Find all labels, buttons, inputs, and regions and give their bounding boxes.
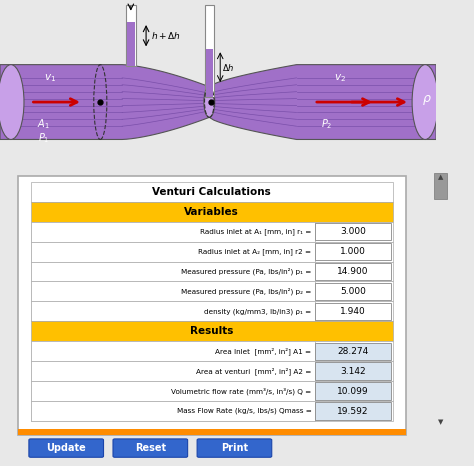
FancyBboxPatch shape — [31, 281, 315, 302]
FancyBboxPatch shape — [18, 429, 406, 435]
Text: Measured pressure (Pa, lbs/in²) p₁ =: Measured pressure (Pa, lbs/in²) p₁ = — [181, 268, 311, 275]
FancyBboxPatch shape — [204, 5, 214, 97]
Text: Radius inlet at A₁ [mm, in] r₁ =: Radius inlet at A₁ [mm, in] r₁ = — [200, 228, 311, 235]
FancyBboxPatch shape — [31, 241, 393, 261]
Text: $A_1$: $A_1$ — [37, 117, 50, 131]
Text: Area at venturi  [mm², in²] A2 =: Area at venturi [mm², in²] A2 = — [196, 367, 311, 375]
FancyBboxPatch shape — [315, 223, 391, 240]
FancyBboxPatch shape — [31, 381, 315, 401]
FancyBboxPatch shape — [31, 241, 315, 261]
Text: Variables: Variables — [184, 206, 239, 217]
FancyBboxPatch shape — [315, 263, 391, 281]
Text: Print: Print — [221, 443, 248, 453]
FancyBboxPatch shape — [315, 402, 391, 420]
Text: Volumetric flow rate (mm³/s, in³/s) Q =: Volumetric flow rate (mm³/s, in³/s) Q = — [171, 387, 311, 395]
FancyBboxPatch shape — [31, 322, 393, 341]
FancyBboxPatch shape — [31, 281, 393, 302]
FancyBboxPatch shape — [31, 341, 315, 361]
FancyBboxPatch shape — [315, 383, 391, 400]
FancyBboxPatch shape — [31, 222, 315, 241]
Text: $P_1$: $P_1$ — [38, 131, 49, 145]
Text: 3.000: 3.000 — [340, 227, 366, 236]
Text: 3.142: 3.142 — [340, 367, 366, 376]
Text: density (kg/mm3, lb/in3) ρ₁ =: density (kg/mm3, lb/in3) ρ₁ = — [204, 308, 311, 315]
FancyBboxPatch shape — [31, 361, 393, 381]
Text: $v_1$: $v_1$ — [44, 72, 56, 84]
Text: Measured pressure (Pa, lbs/in²) p₂ =: Measured pressure (Pa, lbs/in²) p₂ = — [181, 288, 311, 295]
FancyBboxPatch shape — [31, 302, 393, 322]
FancyBboxPatch shape — [31, 261, 315, 281]
FancyBboxPatch shape — [31, 381, 393, 401]
Text: 1.000: 1.000 — [340, 247, 366, 256]
Text: $h + \Delta h$: $h + \Delta h$ — [151, 30, 182, 41]
FancyBboxPatch shape — [315, 343, 391, 360]
Text: Mass Flow Rate (kg/s, lbs/s) Qmass =: Mass Flow Rate (kg/s, lbs/s) Qmass = — [177, 408, 311, 414]
FancyBboxPatch shape — [315, 363, 391, 380]
Text: ▲: ▲ — [438, 174, 444, 180]
Text: $\rho$: $\rho$ — [421, 93, 431, 107]
FancyBboxPatch shape — [31, 361, 315, 381]
FancyBboxPatch shape — [315, 302, 391, 320]
Text: 5.000: 5.000 — [340, 287, 366, 296]
Text: 28.274: 28.274 — [337, 347, 369, 356]
Text: Area Inlet  [mm², in²] A1 =: Area Inlet [mm², in²] A1 = — [216, 348, 311, 355]
Text: 10.099: 10.099 — [337, 387, 369, 396]
Text: $v_2$: $v_2$ — [334, 72, 346, 84]
Ellipse shape — [0, 65, 24, 139]
FancyBboxPatch shape — [31, 182, 393, 202]
FancyBboxPatch shape — [31, 401, 393, 421]
Text: Radius inlet at A₂ [mm, in] r2 =: Radius inlet at A₂ [mm, in] r2 = — [199, 248, 311, 255]
Text: Results: Results — [190, 326, 234, 336]
FancyBboxPatch shape — [31, 341, 393, 361]
Ellipse shape — [204, 87, 215, 117]
FancyBboxPatch shape — [197, 439, 272, 457]
FancyBboxPatch shape — [315, 243, 391, 260]
FancyBboxPatch shape — [31, 202, 393, 222]
FancyBboxPatch shape — [31, 261, 393, 281]
FancyBboxPatch shape — [31, 302, 315, 322]
Text: 19.592: 19.592 — [337, 407, 369, 416]
Polygon shape — [0, 65, 436, 139]
FancyBboxPatch shape — [434, 173, 447, 199]
FancyBboxPatch shape — [126, 5, 136, 66]
FancyBboxPatch shape — [29, 439, 103, 457]
Text: Update: Update — [46, 443, 86, 453]
FancyBboxPatch shape — [31, 401, 315, 421]
FancyBboxPatch shape — [113, 439, 188, 457]
FancyBboxPatch shape — [18, 176, 406, 435]
Ellipse shape — [412, 65, 438, 139]
Text: Venturi Calculations: Venturi Calculations — [153, 187, 271, 197]
FancyBboxPatch shape — [127, 22, 135, 66]
Text: $P_2$: $P_2$ — [321, 117, 333, 131]
Text: Reset: Reset — [135, 443, 166, 453]
Text: $\Delta h$: $\Delta h$ — [222, 62, 235, 73]
Text: 1.940: 1.940 — [340, 307, 366, 316]
Text: ▼: ▼ — [438, 419, 444, 425]
FancyBboxPatch shape — [31, 222, 393, 241]
FancyBboxPatch shape — [315, 283, 391, 300]
FancyBboxPatch shape — [206, 49, 213, 97]
Text: 14.900: 14.900 — [337, 267, 369, 276]
